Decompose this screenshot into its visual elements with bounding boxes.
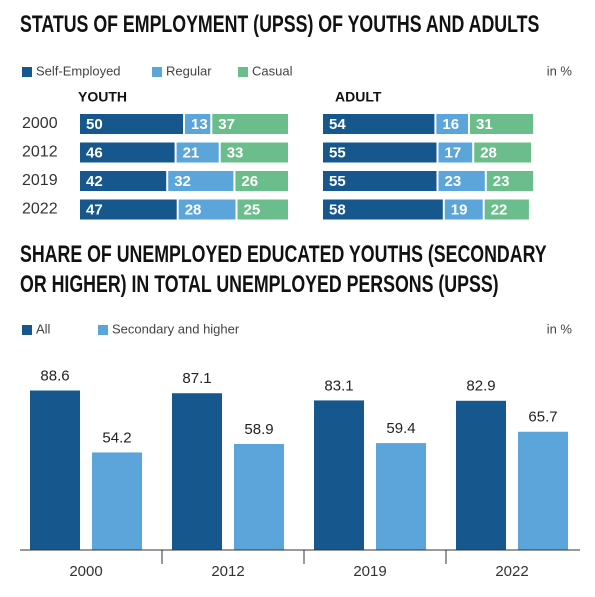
bar-segment [444,199,483,220]
bar [234,443,284,550]
value-label: 82.9 [466,378,495,395]
value-label: 88.6 [40,367,69,384]
legend-label: Regular [166,63,212,78]
bar [92,452,142,550]
value-label: 87.1 [182,370,211,387]
value-label: 37 [218,116,235,133]
value-label: 55 [329,173,346,190]
value-label: 23 [493,173,510,190]
value-label: 58.9 [244,421,273,438]
y-tick-label: 2022 [22,201,58,218]
bar-segment [486,171,534,191]
bar-segment [212,114,288,134]
bar [30,390,80,550]
bar-segment [436,114,468,134]
value-label: 55 [329,144,346,161]
bar-segment [80,199,177,220]
legend-swatch [22,67,32,77]
value-label: 58 [329,201,346,218]
value-label: 65.7 [528,409,557,426]
x-tick-label: 2000 [69,563,102,580]
legend-label: Self-Employed [36,63,121,78]
value-label: 31 [476,116,493,133]
chart-title: SHARE OF UNEMPLOYED EDUCATED YOUTHS (SEC… [20,241,547,298]
value-label: 83.1 [324,377,353,394]
bar [314,400,364,550]
x-tick-label: 2022 [495,563,528,580]
value-label: 50 [86,116,103,133]
value-label: 26 [241,173,258,190]
value-label: 28 [185,201,202,218]
bar [456,400,506,550]
legend-swatch [98,325,108,335]
value-label: 25 [244,201,261,218]
bar-segment [323,199,443,220]
bar-segment [474,142,531,163]
chart-title: STATUS OF EMPLOYMENT (UPSS) OF YOUTHS AN… [20,11,540,38]
legend-swatch [22,325,32,335]
bar-segment [438,142,473,163]
value-label: 19 [451,201,468,218]
bar-segment [80,114,183,134]
x-tick-label: 2012 [211,563,244,580]
bar [376,443,426,550]
value-label: 32 [174,173,191,190]
bar-segment [323,142,437,163]
value-label: 13 [191,116,208,133]
legend-swatch [238,67,248,77]
bar-segment [80,142,175,163]
y-tick-label: 2019 [22,172,58,189]
value-label: 42 [86,173,103,190]
value-label: 54 [329,116,346,133]
value-label: 22 [491,201,508,218]
value-label: 46 [86,144,103,161]
bar-segment [80,171,167,191]
value-label: 33 [227,144,244,161]
legend-label: Secondary and higher [112,321,240,336]
value-label: 54.2 [102,429,131,446]
bar-segment [185,114,211,134]
bar-segment [237,199,288,220]
y-tick-label: 2000 [22,115,58,132]
bar-segment [176,142,219,163]
panel-label: ADULT [335,89,382,105]
legend-label: All [36,321,51,336]
x-tick-label: 2019 [353,563,386,580]
bar [518,431,568,550]
bar-segment [323,114,435,134]
bar-segment [168,171,234,191]
value-label: 21 [183,144,200,161]
bar-segment [470,114,534,134]
bar-segment [438,171,485,191]
value-label: 23 [445,173,462,190]
legend-swatch [152,67,162,77]
unit-label: in % [547,321,573,336]
panel-label: YOUTH [78,89,127,105]
unit-label: in % [547,63,573,78]
value-label: 59.4 [386,420,415,437]
legend-label: Casual [252,63,293,78]
bar-segment [220,142,288,163]
value-label: 16 [442,116,459,133]
bar-segment [235,171,288,191]
value-label: 17 [445,144,462,161]
y-tick-label: 2012 [22,144,58,161]
bar-segment [323,171,437,191]
bar-segment [178,199,236,220]
bar-segment [484,199,529,220]
value-label: 47 [86,201,103,218]
bar [172,393,222,550]
value-label: 28 [480,144,497,161]
